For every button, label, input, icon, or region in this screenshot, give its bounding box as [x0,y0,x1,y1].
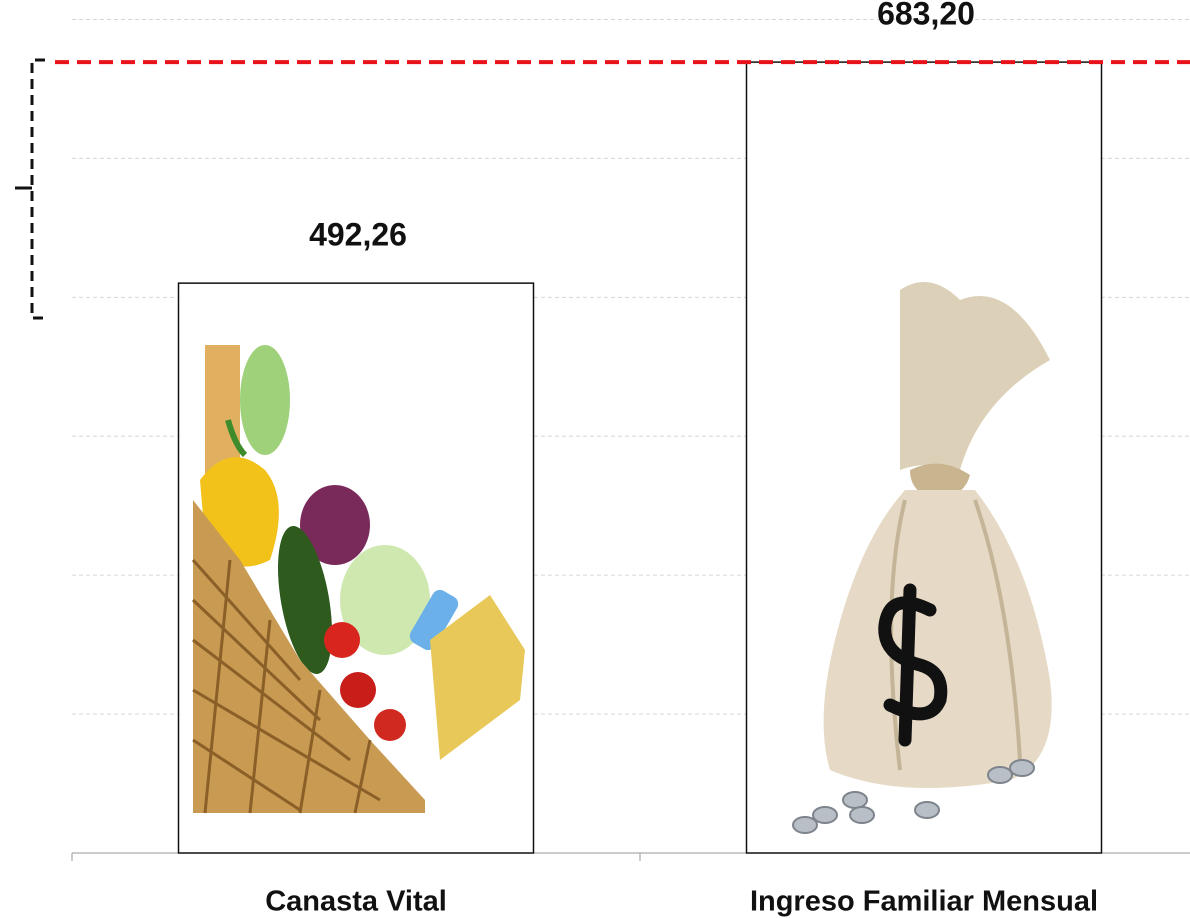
x-tick-label: Canasta Vital [265,886,447,918]
basket-image [193,343,526,813]
chart: Canasta Vital 492,26 Ingreso Familiar Mens… [0,0,1190,918]
difference-bracket [32,60,45,318]
value-label: 492,26 [309,217,407,253]
x-tick-label: Ingreso Familiar Mensual [750,886,1098,918]
value-label: 683,20 [877,0,975,32]
money-bag-image [787,268,1059,838]
